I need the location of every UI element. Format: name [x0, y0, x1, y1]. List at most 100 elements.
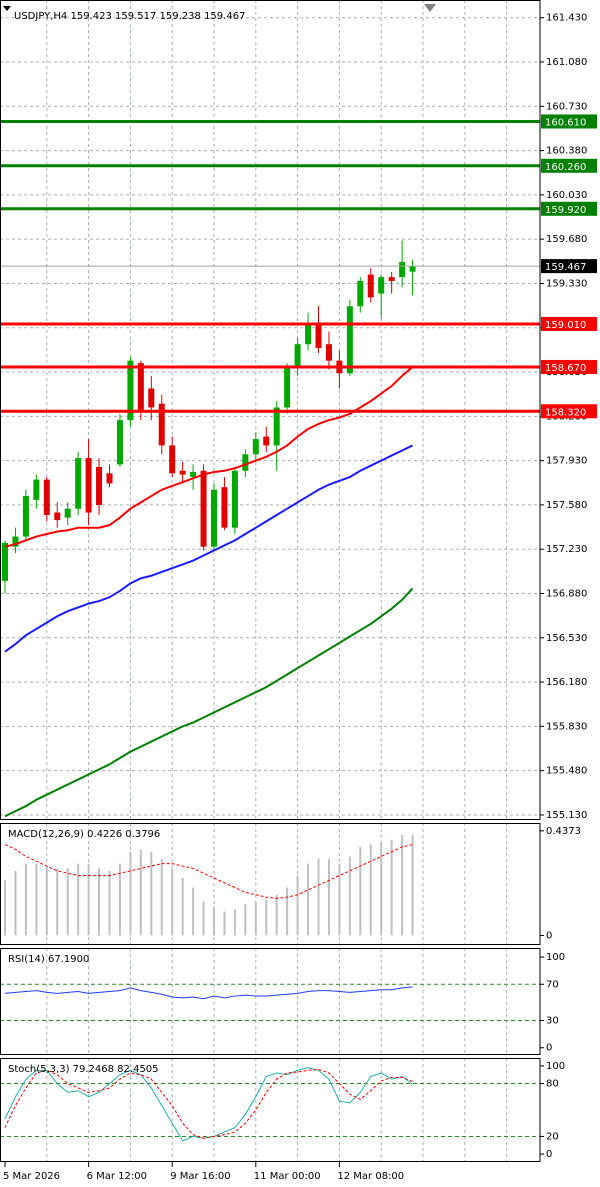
histogram-bar — [45, 866, 48, 936]
histogram-bar — [369, 844, 372, 936]
candle-body — [169, 445, 176, 474]
histogram-bar — [390, 839, 393, 936]
price-level-label: 160.260 — [545, 162, 586, 173]
y-tick-label: 20 — [546, 1131, 559, 1142]
panel-title: USDJPY,H4 159.423 159.517 159.238 159.46… — [14, 11, 245, 22]
candle-body — [12, 536, 19, 547]
y-tick-label: 156.180 — [546, 677, 587, 688]
panel-frame — [0, 0, 541, 820]
y-tick-label: 70 — [546, 979, 559, 990]
histogram-bar — [192, 887, 195, 936]
price-level-box — [541, 316, 597, 331]
candle-body — [399, 261, 406, 278]
candle-body — [116, 420, 123, 465]
histogram-bar — [317, 858, 320, 936]
candle-body — [85, 458, 92, 513]
price-level-box — [541, 158, 597, 173]
histogram-bar — [348, 856, 351, 936]
y-tick-label: 157.580 — [546, 500, 587, 511]
x-tick-label: 9 Mar 16:00 — [170, 1171, 230, 1182]
y-tick-label: 160.030 — [546, 190, 587, 201]
y-tick-label: 0 — [546, 1149, 552, 1160]
price-level-box — [541, 404, 597, 419]
candle-body — [190, 472, 197, 478]
y-tick-label: 0 — [546, 930, 552, 941]
candle-body — [263, 436, 270, 446]
y-tick-label: 160.380 — [546, 146, 587, 157]
candle-body — [96, 466, 103, 505]
x-tick-label: 12 Mar 08:00 — [337, 1171, 404, 1182]
y-tick-label: 30 — [546, 1016, 559, 1027]
histogram-bar — [108, 870, 111, 936]
candle-body — [33, 479, 40, 500]
histogram-bar — [223, 911, 226, 936]
candle-body — [137, 363, 144, 412]
histogram-bar — [307, 863, 310, 936]
price-level-box — [541, 359, 597, 374]
histogram-bar — [254, 901, 257, 936]
histogram-bar — [411, 834, 414, 936]
histogram-bar — [24, 863, 27, 936]
histogram-bar — [66, 868, 69, 936]
histogram-bar — [181, 878, 184, 936]
candle-body — [127, 360, 134, 421]
histogram-bar — [202, 901, 205, 936]
histogram-bar — [56, 868, 59, 936]
candle-body — [179, 470, 186, 475]
candle-body — [367, 274, 374, 298]
y-tick-label: 155.830 — [546, 721, 587, 732]
histogram-bar — [401, 834, 404, 936]
y-tick-label: 0.4373 — [546, 826, 581, 837]
indicator-line — [4, 366, 414, 548]
y-tick-label: 155.130 — [546, 810, 587, 821]
y-tick-label: 156.530 — [546, 633, 587, 644]
histogram-bar — [338, 863, 341, 936]
price-level-box — [541, 201, 597, 216]
candle-body — [75, 458, 82, 509]
candle-body — [231, 470, 238, 528]
y-tick-label: 80 — [546, 1079, 559, 1090]
panel-frame — [0, 1058, 541, 1162]
y-tick-label: 159.680 — [546, 234, 587, 245]
y-tick-label: 159.330 — [546, 278, 587, 289]
candle-body — [325, 344, 332, 361]
histogram-bar — [233, 909, 236, 936]
price-level-label: 158.670 — [545, 363, 586, 374]
price-level-label: 159.010 — [545, 320, 586, 331]
candle-body — [2, 542, 8, 581]
histogram-bar — [213, 906, 215, 936]
candle-body — [305, 325, 312, 345]
candle-body — [158, 403, 165, 446]
y-tick-label: 160.730 — [546, 101, 587, 112]
shift-marker — [424, 4, 436, 12]
price-level-label: 159.920 — [545, 205, 586, 216]
histogram-bar — [150, 851, 153, 936]
x-tick-label: 6 Mar 12:00 — [87, 1171, 147, 1182]
candle-body — [284, 366, 291, 408]
histogram-bar — [118, 863, 121, 936]
candle-body — [409, 266, 416, 272]
histogram-bar — [98, 868, 101, 936]
histogram-bar — [4, 880, 6, 936]
title-marker — [3, 6, 11, 11]
last-price-box — [541, 259, 597, 274]
price-level-label: 160.610 — [545, 117, 586, 128]
price-level-box — [541, 114, 597, 129]
candle-body — [221, 487, 228, 528]
histogram-bar — [139, 849, 142, 936]
y-tick-label: 161.430 — [546, 13, 587, 24]
histogram-bar — [244, 904, 247, 936]
indicator-line — [4, 587, 414, 818]
candle-body — [43, 479, 50, 516]
indicator-line — [4, 986, 413, 1000]
histogram-bar — [87, 863, 90, 936]
histogram-bar — [35, 863, 38, 936]
histogram-bar — [296, 875, 299, 936]
candle-body — [211, 489, 217, 547]
candle-body — [242, 454, 249, 471]
y-tick-label: 157.930 — [546, 456, 587, 467]
histogram-bar — [14, 870, 17, 936]
x-tick-label: 11 Mar 00:00 — [254, 1171, 321, 1182]
histogram-bar — [77, 863, 80, 936]
candle-body — [64, 508, 71, 518]
